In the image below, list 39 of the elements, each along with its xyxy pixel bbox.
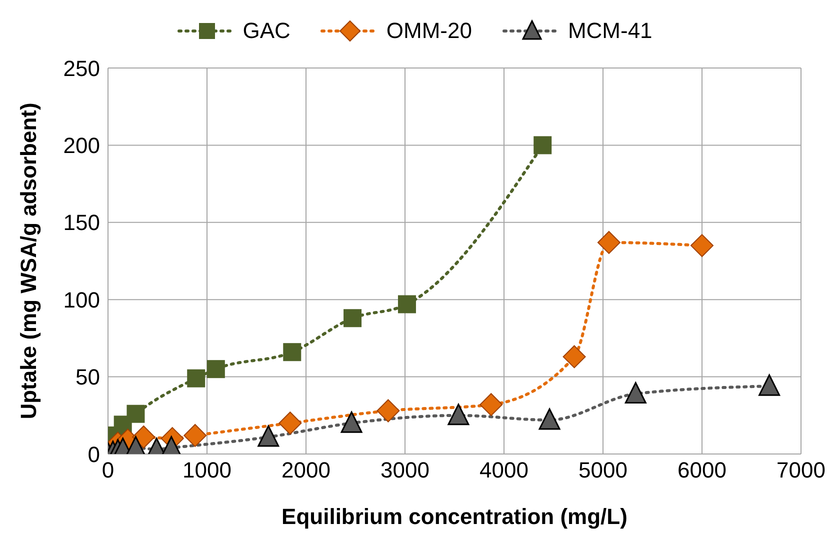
x-axis-title: Equilibrium concentration (mg/L) [282,504,628,529]
point [187,369,206,388]
point [206,360,225,378]
point [758,374,780,396]
legend-label: GAC [242,18,290,44]
y-tick-label: 50 [76,364,100,390]
point [132,426,156,449]
y-axis-title: Uptake (mg WSA/g adsorbent) [16,102,41,420]
point [376,399,400,422]
point [344,309,362,328]
point [126,404,145,423]
x-tick-label: 7000 [776,458,826,483]
x-tick-label: 1000 [182,458,232,483]
point [283,343,302,362]
point [480,393,503,416]
point [534,136,552,154]
point [340,411,362,433]
x-tick-label: 5000 [578,458,628,483]
point [448,404,470,426]
point [597,230,620,254]
point [184,424,207,447]
point [690,234,714,258]
x-tick-label: 2000 [282,458,330,483]
point [538,408,560,430]
x-tick-label: 6000 [678,458,726,483]
legend-label: MCM-41 [568,18,652,44]
x-tick-label: 3000 [380,458,430,483]
y-tick-label: 200 [63,133,100,158]
point [278,412,302,435]
y-tick-label: 250 [63,56,100,81]
y-tick-label: 100 [63,287,100,312]
y-tick-label: 150 [63,210,100,236]
x-tick-label: 4000 [480,458,528,483]
point [398,295,416,314]
point [624,382,646,404]
point [562,345,586,368]
y-tick-label: 0 [88,442,100,467]
legend-label: OMM-20 [386,18,472,44]
point [258,425,280,447]
